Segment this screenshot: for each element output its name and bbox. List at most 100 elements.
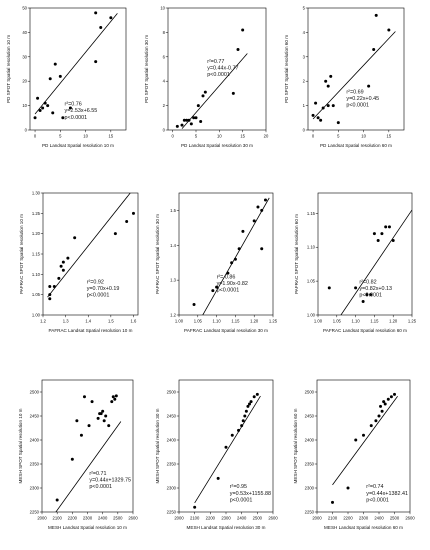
x-axis-label: MESH Landsat Spatial resolution 30 m — [187, 525, 266, 530]
data-point — [374, 13, 378, 17]
x-tick-label: 1.15 — [231, 319, 240, 324]
y-tick-label: 4 — [163, 79, 166, 84]
data-point — [365, 293, 369, 297]
regression-line — [340, 209, 412, 315]
data-point — [376, 238, 380, 242]
x-tick-label: 2500 — [390, 516, 400, 521]
data-point — [38, 108, 42, 112]
y-tick-label: 2300 — [305, 486, 315, 491]
x-tick-label: 1.5 — [108, 319, 114, 324]
y-tick-label: 0 — [303, 128, 306, 133]
data-point — [248, 402, 251, 406]
regression-line — [202, 197, 270, 315]
y-tick-label: 10 — [22, 103, 27, 108]
y-axis-label: MESH SPOT Spatial resolution 60 m — [293, 408, 298, 483]
y-tick-label: 2250 — [167, 510, 177, 515]
regression-line — [55, 421, 122, 512]
x-tick-label: 1.00 — [175, 319, 184, 324]
x-tick-label: 1.10 — [352, 319, 361, 324]
x-axis-label: MESH Landsat Spatial resolution 10 m — [48, 525, 127, 530]
data-point — [224, 445, 228, 449]
scatter-panel-5: 1.00 1.05 1.10 1.15 1.20 1.25 1.2 1.3 1.4 1.5 PAFR… — [155, 192, 278, 333]
data-point — [175, 124, 179, 128]
y-tick-label: 1.00 — [32, 313, 41, 318]
y-axis-label: MESH SPOT Spatial resolution 10 m — [18, 408, 23, 483]
data-point — [256, 205, 260, 209]
data-point — [393, 392, 396, 396]
data-point — [33, 116, 37, 120]
data-point — [369, 293, 373, 297]
data-point — [387, 28, 391, 32]
y-tick-label: 2350 — [305, 462, 315, 467]
x-tick-label: 1.20 — [250, 319, 259, 324]
data-point — [246, 404, 250, 408]
x-axis-label: PAFRAC Landsat Spatial resolution 10 m — [49, 328, 133, 333]
data-point — [113, 397, 117, 401]
y-tick-label: 2500 — [30, 390, 40, 395]
data-point — [79, 433, 83, 437]
y-tick-label: 2 — [303, 79, 306, 84]
y-axis-label: PD SPOT Spatial resolution 10 m — [6, 35, 11, 103]
scatter-panel-2: 0 5 10 15 20 0 2 4 6 8 10 PD Landsat Spatial resolu… — [144, 6, 269, 149]
data-point — [180, 123, 184, 127]
y-tick-label: 2400 — [167, 438, 177, 443]
data-point — [94, 11, 98, 15]
y-tick-label: 2350 — [167, 462, 177, 467]
data-point — [236, 47, 240, 51]
data-point — [237, 247, 241, 251]
stats-line-3: p<0.0001 — [230, 497, 253, 503]
data-point — [125, 219, 129, 223]
x-axis-label: PAFRAC Landsat Spatial resolution 30 m — [184, 328, 268, 333]
x-tick-label: 10 — [361, 134, 366, 139]
stats-line-1: r²=0.95 — [230, 484, 247, 490]
scatter-panel-7: 2000 2100 2200 2300 2400 2500 2600 2250 2300 2350… — [18, 379, 138, 530]
data-point — [389, 395, 393, 399]
data-point — [383, 402, 387, 406]
y-tick-label: 1.5 — [170, 208, 176, 213]
data-point — [36, 96, 40, 100]
stats-line-1: r²=0.74 — [366, 484, 383, 490]
data-point — [48, 293, 52, 297]
data-point — [66, 256, 70, 260]
x-tick-label: 0 — [34, 134, 37, 139]
x-tick-label: 2100 — [190, 516, 200, 521]
y-tick-label: 1.00 — [307, 313, 316, 318]
x-tick-label: 15 — [240, 134, 245, 139]
y-tick-label: 2400 — [305, 438, 315, 443]
y-tick-label: 5 — [303, 6, 306, 11]
y-tick-label: 2 — [163, 103, 166, 108]
data-point — [372, 232, 376, 236]
x-tick-label: 2200 — [68, 516, 78, 521]
x-tick-label: 2300 — [359, 516, 369, 521]
regression-line — [312, 31, 396, 120]
data-point — [331, 104, 335, 108]
data-point — [51, 111, 55, 115]
stats-line-3: p<0.0001 — [87, 292, 110, 298]
scatter-panel-6: 1.00 1.05 1.10 1.15 1.20 1.25 1.00 1.05 1.10 1.15… — [294, 192, 417, 333]
data-point — [326, 84, 330, 88]
x-tick-label: 1.6 — [131, 319, 137, 324]
data-point — [354, 438, 358, 442]
stats-line-2: y=0.82x+0.13 — [359, 286, 392, 292]
y-tick-label: 1.10 — [307, 245, 316, 250]
data-point — [354, 286, 358, 290]
plot-frame — [317, 192, 413, 316]
y-tick-label: 1.30 — [32, 191, 41, 196]
data-point — [99, 26, 103, 30]
data-point — [189, 122, 193, 126]
x-tick-label: 2200 — [206, 516, 216, 521]
x-tick-label: 2600 — [268, 516, 278, 521]
data-point — [53, 62, 57, 66]
y-tick-label: 1.3 — [170, 278, 176, 283]
y-tick-label: 10 — [160, 6, 165, 11]
data-point — [380, 232, 384, 236]
regression-line — [194, 395, 261, 504]
data-point — [327, 286, 331, 290]
stats-line-2: y=0.44x+1382.41 — [366, 491, 408, 497]
x-tick-label: 2300 — [83, 516, 93, 521]
data-point — [211, 289, 215, 293]
data-point — [362, 433, 365, 437]
data-point — [196, 104, 200, 108]
data-point — [70, 457, 74, 461]
data-point — [379, 404, 383, 408]
